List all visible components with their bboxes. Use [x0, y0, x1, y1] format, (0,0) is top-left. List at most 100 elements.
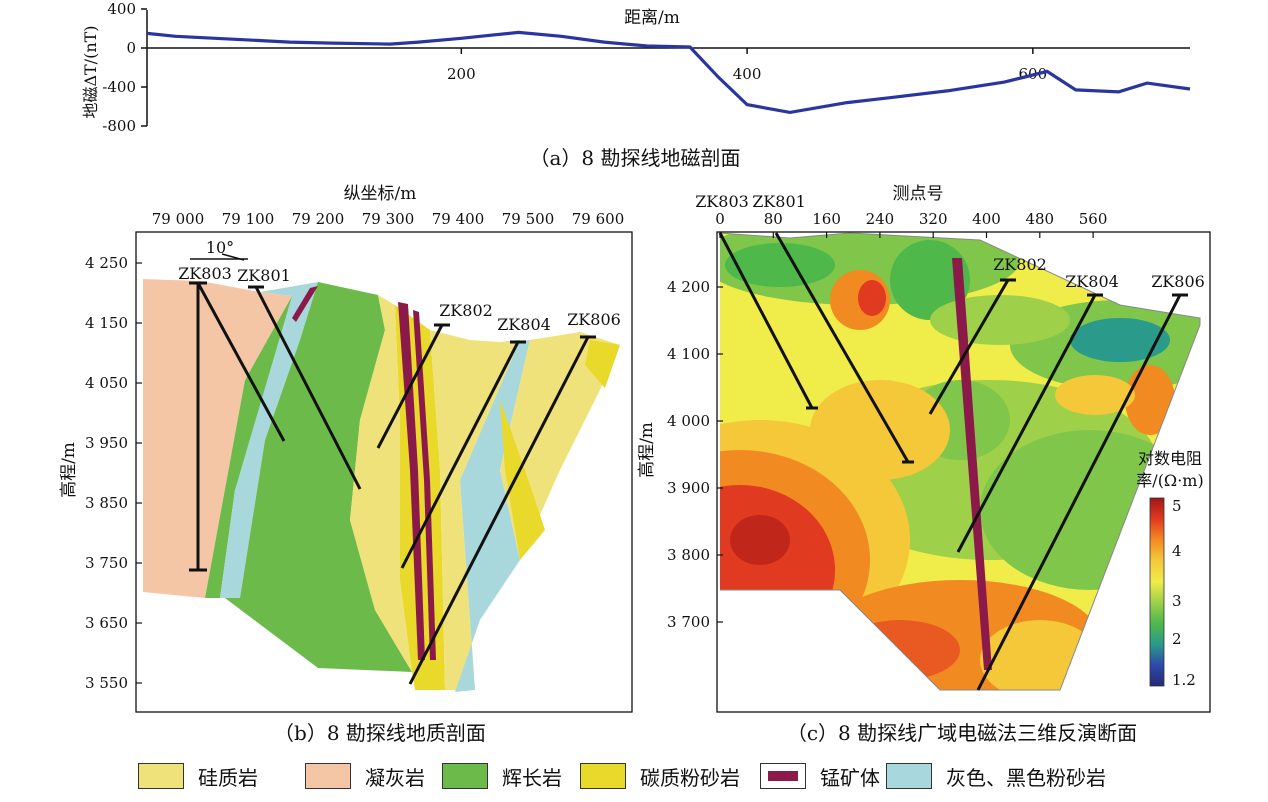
unit-grey-siltstone-west	[220, 282, 318, 598]
panel-b-y-tick-label: 3 550	[85, 674, 128, 692]
legend-label-tuff: 凝灰岩	[365, 765, 425, 790]
panel-b-x-ticks: 79 000 79 100 79 200 79 300 79 400 79 500 79 6…	[152, 210, 625, 228]
colorbar-tick-label: 4	[1172, 542, 1182, 560]
zk804-label-c: ZK804	[1065, 272, 1119, 291]
zk802-label-c: ZK802	[993, 255, 1047, 274]
panel-b-y-tick-label: 3 950	[85, 434, 128, 452]
borehole-zk804-trace	[400, 341, 520, 569]
panel-c-x-tick-label: 0	[715, 210, 725, 228]
legend-item-manganese: 锰矿体	[760, 756, 880, 796]
legend-label-siliceous: 硅质岩	[198, 765, 258, 790]
panel-b-frame	[135, 231, 633, 713]
legend-swatch-siliceous	[138, 763, 184, 789]
legend-swatch-tuff	[305, 763, 351, 789]
panel-b-boreholes	[189, 281, 596, 685]
colorbar-tick-label: 3	[1172, 592, 1182, 610]
unit-grey-siltstone-east	[455, 340, 530, 692]
panel-c-section-outline	[719, 232, 1201, 691]
panel-c-x-tick-label: 160	[812, 210, 841, 228]
legend-item-grey-black-siltstone: 灰色、黑色粉砂岩	[886, 756, 1106, 796]
borehole-zk804-trace-c	[956, 294, 1097, 553]
caption-b: （b）8 勘探线地质剖面	[274, 721, 486, 745]
unit-tuff	[143, 279, 292, 598]
panel-c-y-tick-label: 4 000	[667, 412, 710, 430]
panel-b-y-tick-label: 3 850	[85, 494, 128, 512]
legend-label-carbonaceous-siltstone: 碳质粉砂岩	[640, 765, 740, 790]
panel-a-x-tick-label: 200	[447, 65, 476, 83]
panel-c-resistivity-section: ZK803 ZK801 ZK802 ZK804 ZK806 0 80 160 240 3…	[637, 184, 1211, 745]
panel-a-y-ticks: 400 0 -400 -800	[102, 0, 147, 135]
legend-swatch-gabbro	[442, 763, 488, 789]
panel-c-x-ticks: 0 80 160 240 320 400 480 560	[715, 210, 1107, 238]
panel-b-geologic-section: 10° ZK803 ZK801 ZK802 ZK804 ZK806 79 000…	[59, 184, 633, 745]
panel-c-y-label: 高程/m	[637, 422, 657, 478]
colorbar-tick-label: 1.2	[1172, 671, 1196, 689]
panel-b-y-tick-label: 3 750	[85, 554, 128, 572]
panel-c-y-tick-label: 4 200	[667, 278, 710, 296]
panel-c-boreholes	[718, 232, 1188, 691]
panel-b-x-tick-label: 79 300	[362, 210, 415, 228]
zk804-label-b: ZK804	[497, 315, 551, 334]
panel-a-x-label: 距离/m	[624, 8, 680, 28]
caption-c: （c）8 勘探线广域电磁法三维反演断面	[787, 721, 1137, 745]
legend-swatch-manganese	[760, 763, 806, 789]
legend-swatch-carbonaceous-siltstone	[580, 763, 626, 789]
colorbar-title-line1: 对数电阻	[1138, 449, 1202, 468]
legend-item-gabbro: 辉长岩	[442, 756, 562, 796]
panel-c-x-tick-label: 560	[1079, 210, 1108, 228]
caption-a: （a）8 勘探线地磁剖面	[529, 146, 740, 170]
panel-b-y-tick-label: 4 050	[85, 374, 128, 392]
colorbar-tick-label: 5	[1172, 497, 1182, 515]
panel-b-x-tick-label: 79 600	[572, 210, 625, 228]
panel-c-x-tick-label: 80	[764, 210, 783, 228]
panel-b-y-tick-label: 4 150	[85, 314, 128, 332]
legend-label-grey-black-siltstone: 灰色、黑色粉砂岩	[946, 765, 1106, 790]
panel-c-y-tick-label: 3 900	[667, 479, 710, 497]
panel-a-y-tick-label: -800	[102, 117, 136, 135]
borehole-zk806-trace	[408, 336, 590, 685]
dip-angle-label: 10°	[206, 238, 234, 257]
colorbar-title-line2: 率/(Ω·m)	[1136, 471, 1203, 490]
legend-item-tuff: 凝灰岩	[305, 756, 425, 796]
unit-siliceous-west	[350, 295, 412, 672]
panel-c-y-tick-label: 4 100	[667, 345, 710, 363]
manganese-ore-body-2	[413, 310, 436, 660]
legend-label-manganese: 锰矿体	[820, 765, 880, 790]
panel-c-x-tick-label: 480	[1025, 210, 1054, 228]
legend-swatch-grey-black-siltstone	[886, 763, 932, 789]
borehole-zk802-trace	[376, 324, 444, 449]
unit-carbonaceous-east	[585, 340, 620, 388]
zk801-label-b: ZK801	[237, 266, 291, 285]
zk803-label-c: ZK803	[695, 192, 749, 211]
zk802-label-b: ZK802	[439, 301, 493, 320]
panel-b-y-ticks: 4 250 4 150 4 050 3 950 3 850 3 750 3 650 3 550	[85, 254, 142, 692]
panel-c-frame	[716, 231, 1211, 713]
unit-gabbro-main	[225, 282, 412, 672]
legend-item-carbonaceous-siltstone: 碳质粉砂岩	[580, 756, 740, 796]
panel-a-x-ticks: 200 400 600	[447, 48, 1047, 83]
borehole-zk801-trace-c	[774, 232, 910, 463]
zk806-label-c: ZK806	[1151, 272, 1205, 291]
panel-a-y-tick-label: 0	[126, 39, 136, 57]
panel-c-x-tick-label: 400	[972, 210, 1001, 228]
panel-a-y-tick-label: 400	[107, 0, 136, 18]
legend-label-gabbro: 辉长岩	[502, 765, 562, 790]
panel-c-y-ticks: 4 200 4 100 4 000 3 900 3 800 3 700	[667, 278, 723, 631]
manganese-ore-body-1	[398, 302, 425, 660]
panel-a-x-tick-label: 400	[733, 65, 762, 83]
panel-a-y-label: 地磁ΔT/(nT)	[81, 25, 100, 118]
colorbar-tick-label: 2	[1172, 630, 1182, 648]
unit-carbonaceous-mid	[500, 400, 545, 560]
borehole-zk803-trace-c	[718, 232, 814, 409]
borehole-zk801-trace	[254, 286, 362, 490]
panel-b-x-tick-label: 79 500	[502, 210, 555, 228]
panel-c-x-tick-label: 240	[866, 210, 895, 228]
panel-a-y-tick-label: -400	[102, 78, 136, 96]
zk801-label-c: ZK801	[752, 192, 806, 211]
borehole-zk802-trace-c	[928, 279, 1010, 415]
legend-item-siliceous: 硅质岩	[138, 756, 258, 796]
panel-b-x-tick-label: 79 200	[292, 210, 345, 228]
panel-c-x-tick-label: 320	[919, 210, 948, 228]
